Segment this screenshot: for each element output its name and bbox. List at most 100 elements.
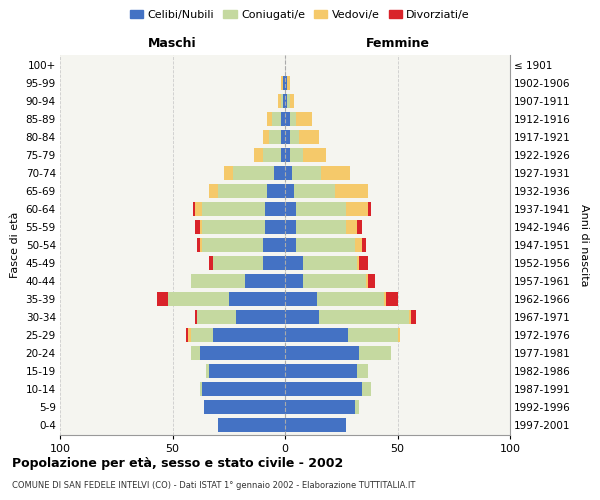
Bar [285,238,296,252]
Bar [285,130,290,143]
Bar [218,184,267,198]
Bar [348,328,398,342]
Bar [285,256,303,270]
Bar [195,310,197,324]
Bar [281,94,283,108]
Bar [357,220,361,234]
Bar [366,274,368,288]
Bar [191,328,213,342]
Bar [229,292,285,306]
Bar [287,94,290,108]
Bar [191,346,199,360]
Bar [335,184,368,198]
Bar [233,166,274,179]
Bar [281,148,285,162]
Bar [290,112,296,126]
Bar [357,364,368,378]
Bar [317,292,384,306]
Bar [285,148,290,162]
Bar [285,328,348,342]
Bar [199,382,202,396]
Bar [285,202,296,215]
Bar [263,256,285,270]
Bar [285,184,294,198]
Bar [274,166,285,179]
Bar [235,310,285,324]
Bar [213,256,263,270]
Bar [199,220,202,234]
Bar [296,202,346,215]
Bar [267,184,285,198]
Bar [285,382,361,396]
Bar [296,220,346,234]
Bar [290,148,303,162]
Bar [209,256,213,270]
Bar [263,130,269,143]
Bar [197,310,235,324]
Bar [321,166,350,179]
Text: Popolazione per età, sesso e stato civile - 2002: Popolazione per età, sesso e stato civil… [12,458,343,470]
Text: Maschi: Maschi [148,37,197,50]
Bar [281,130,285,143]
Bar [285,310,319,324]
Bar [191,274,245,288]
Bar [278,94,281,108]
Bar [265,220,285,234]
Bar [209,364,285,378]
Bar [186,328,188,342]
Bar [384,292,386,306]
Bar [359,346,391,360]
Text: COMUNE DI SAN FEDELE INTELVI (CO) - Dati ISTAT 1° gennaio 2002 - Elaborazione TU: COMUNE DI SAN FEDELE INTELVI (CO) - Dati… [12,481,415,490]
Bar [285,112,290,126]
Bar [202,220,265,234]
Bar [263,238,285,252]
Bar [285,94,287,108]
Bar [195,202,202,215]
Bar [199,238,202,252]
Bar [285,400,355,414]
Bar [368,202,371,215]
Bar [296,238,355,252]
Y-axis label: Anni di nascita: Anni di nascita [579,204,589,286]
Bar [409,310,411,324]
Bar [195,220,199,234]
Bar [285,220,296,234]
Bar [267,112,271,126]
Bar [296,112,312,126]
Bar [368,274,375,288]
Bar [303,256,357,270]
Bar [285,166,292,179]
Bar [411,310,415,324]
Bar [206,364,209,378]
Bar [285,274,303,288]
Bar [202,202,265,215]
Bar [361,238,366,252]
Bar [287,76,290,90]
Bar [285,292,317,306]
Bar [188,328,191,342]
Bar [269,130,281,143]
Bar [285,346,359,360]
Bar [283,76,285,90]
Bar [168,292,229,306]
Bar [193,202,195,215]
Bar [299,130,319,143]
Bar [290,94,294,108]
Bar [199,346,285,360]
Bar [281,76,283,90]
Bar [218,418,285,432]
Bar [319,310,409,324]
Bar [386,292,398,306]
Bar [290,130,299,143]
Bar [361,382,371,396]
Y-axis label: Fasce di età: Fasce di età [10,212,20,278]
Bar [303,274,366,288]
Bar [346,202,368,215]
Bar [355,238,361,252]
Bar [292,166,321,179]
Bar [359,256,368,270]
Bar [224,166,233,179]
Bar [285,418,346,432]
Bar [303,148,325,162]
Bar [157,292,168,306]
